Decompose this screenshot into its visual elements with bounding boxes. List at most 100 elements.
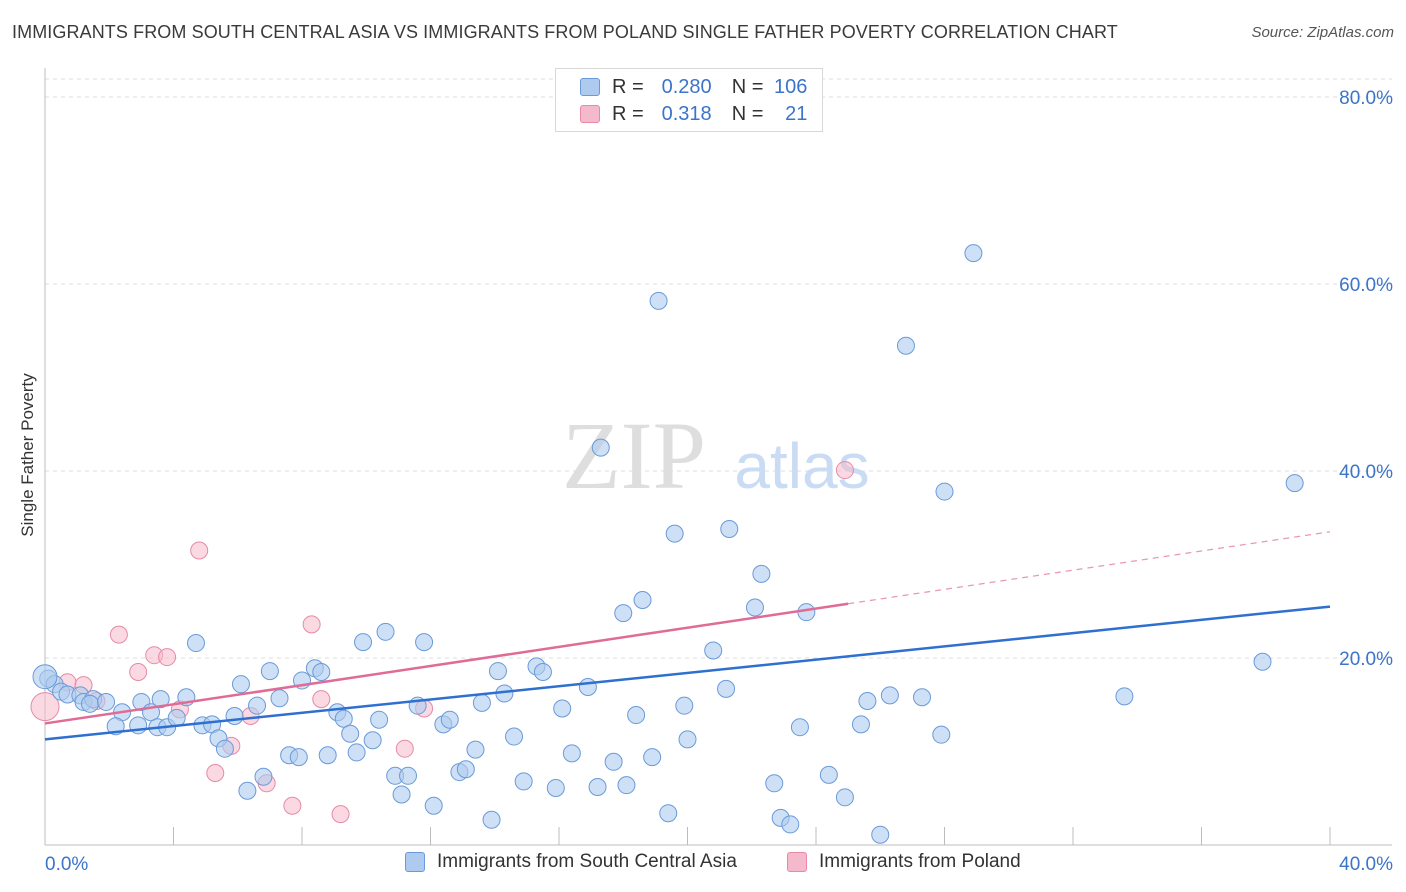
- data-point-poland: [395, 739, 414, 758]
- data-point-south-central-asia: [643, 748, 662, 767]
- data-point-south-central-asia: [553, 699, 572, 718]
- data-point-south-central-asia: [781, 815, 800, 834]
- data-point-poland: [206, 764, 225, 783]
- data-point-south-central-asia: [896, 336, 915, 355]
- data-point-south-central-asia: [562, 744, 581, 763]
- data-point-south-central-asia: [363, 731, 382, 750]
- data-point-south-central-asia: [678, 730, 697, 749]
- x-tick-labels: 0.0% 40.0%: [45, 854, 1393, 875]
- trend-line-south-central-asia: [44, 605, 1331, 741]
- data-point-south-central-asia: [424, 796, 443, 815]
- chart-title: IMMIGRANTS FROM SOUTH CENTRAL ASIA VS IM…: [12, 22, 1118, 42]
- data-point-south-central-asia: [456, 760, 475, 779]
- data-point-south-central-asia: [1285, 474, 1304, 493]
- x-tick-label: 0.0%: [45, 854, 88, 875]
- data-point-south-central-asia: [354, 633, 373, 652]
- data-point-south-central-asia: [318, 746, 337, 765]
- y-tick-label: 80.0%: [1339, 88, 1393, 109]
- data-point-south-central-asia: [248, 696, 267, 715]
- data-point-poland: [283, 796, 302, 815]
- data-point-south-central-asia: [704, 641, 723, 660]
- y-tick-labels: 20.0% 40.0% 60.0% 80.0%: [1339, 88, 1393, 670]
- data-point-south-central-asia: [270, 689, 289, 708]
- data-point-poland: [835, 461, 854, 480]
- data-point-poland: [30, 692, 60, 722]
- data-point-south-central-asia: [790, 718, 809, 737]
- data-point-poland: [312, 690, 331, 709]
- data-point-south-central-asia: [614, 604, 633, 623]
- legend-r-value: 0.280: [661, 75, 712, 98]
- y-tick-label: 20.0%: [1339, 649, 1393, 670]
- data-point-south-central-asia: [80, 694, 99, 713]
- legend-n-label: N =: [731, 102, 764, 125]
- grid-lines: [45, 78, 1392, 659]
- data-point-south-central-asia: [546, 778, 565, 797]
- legend-r-label: R =: [612, 102, 644, 125]
- data-point-south-central-asia: [649, 291, 668, 310]
- data-point-south-central-asia: [370, 710, 389, 729]
- data-point-south-central-asia: [376, 622, 395, 641]
- legend-row-poland: R = 0.318 N = 21: [580, 102, 807, 126]
- data-point-south-central-asia: [97, 692, 116, 711]
- data-point-poland: [190, 541, 209, 560]
- data-point-south-central-asia: [835, 788, 854, 807]
- data-point-south-central-asia: [935, 482, 954, 501]
- bottom-legend-swatch-blue: [405, 852, 425, 872]
- y-tick-label: 60.0%: [1339, 275, 1393, 296]
- data-point-south-central-asia: [617, 776, 636, 795]
- series-south-central-asia-points: [32, 244, 1304, 844]
- data-point-south-central-asia: [32, 664, 58, 690]
- data-point-south-central-asia: [913, 688, 932, 707]
- data-point-south-central-asia: [717, 679, 736, 698]
- data-point-south-central-asia: [238, 781, 257, 800]
- series-poland-points: [30, 461, 854, 824]
- data-point-south-central-asia: [533, 663, 552, 682]
- watermark-zip: ZIP: [562, 402, 706, 509]
- data-point-south-central-asia: [151, 690, 170, 709]
- data-point-south-central-asia: [440, 710, 459, 729]
- y-tick-label: 40.0%: [1339, 462, 1393, 483]
- bottom-legend-south-central-asia: Immigrants from South Central Asia: [405, 851, 737, 873]
- bottom-legend-poland: Immigrants from Poland: [787, 851, 1021, 873]
- data-point-south-central-asia: [819, 765, 838, 784]
- legend-n-label: N =: [731, 75, 764, 98]
- data-point-south-central-asia: [415, 633, 434, 652]
- data-point-south-central-asia: [851, 715, 870, 734]
- bottom-legend-label: Immigrants from Poland: [819, 851, 1021, 872]
- data-point-south-central-asia: [665, 524, 684, 543]
- axes: [44, 68, 1392, 846]
- data-point-south-central-asia: [797, 603, 816, 622]
- data-point-south-central-asia: [482, 810, 501, 829]
- data-point-south-central-asia: [1115, 687, 1134, 706]
- data-point-south-central-asia: [633, 591, 652, 610]
- data-point-south-central-asia: [289, 748, 308, 767]
- data-point-poland: [158, 648, 177, 667]
- data-point-south-central-asia: [932, 725, 951, 744]
- data-point-south-central-asia: [254, 767, 273, 786]
- trend-line-poland: [44, 602, 849, 725]
- data-point-south-central-asia: [334, 709, 353, 728]
- data-point-south-central-asia: [675, 696, 694, 715]
- bottom-legend-label: Immigrants from South Central Asia: [437, 851, 737, 872]
- data-point-south-central-asia: [392, 785, 411, 804]
- data-point-south-central-asia: [347, 743, 366, 762]
- data-point-poland: [129, 663, 148, 682]
- y-axis-label: Single Father Poverty: [18, 373, 37, 537]
- data-point-south-central-asia: [765, 774, 784, 793]
- data-point-south-central-asia: [720, 519, 739, 538]
- source-label: Source: ZipAtlas.com: [1251, 24, 1394, 41]
- data-point-south-central-asia: [472, 693, 491, 712]
- data-point-south-central-asia: [588, 778, 607, 797]
- data-point-south-central-asia: [399, 766, 418, 785]
- bottom-legend-swatch-pink: [787, 852, 807, 872]
- legend-row-south-central-asia: R = 0.280 N = 106: [580, 75, 807, 99]
- data-point-south-central-asia: [167, 708, 186, 727]
- data-point-south-central-asia: [514, 772, 533, 791]
- data-point-poland: [331, 805, 350, 824]
- data-point-poland: [302, 615, 321, 634]
- trend-line-poland-extrapolated: [848, 531, 1331, 605]
- data-point-south-central-asia: [225, 706, 244, 725]
- legend-n-value: 21: [785, 102, 808, 125]
- data-point-south-central-asia: [604, 752, 623, 771]
- data-point-south-central-asia: [858, 692, 877, 711]
